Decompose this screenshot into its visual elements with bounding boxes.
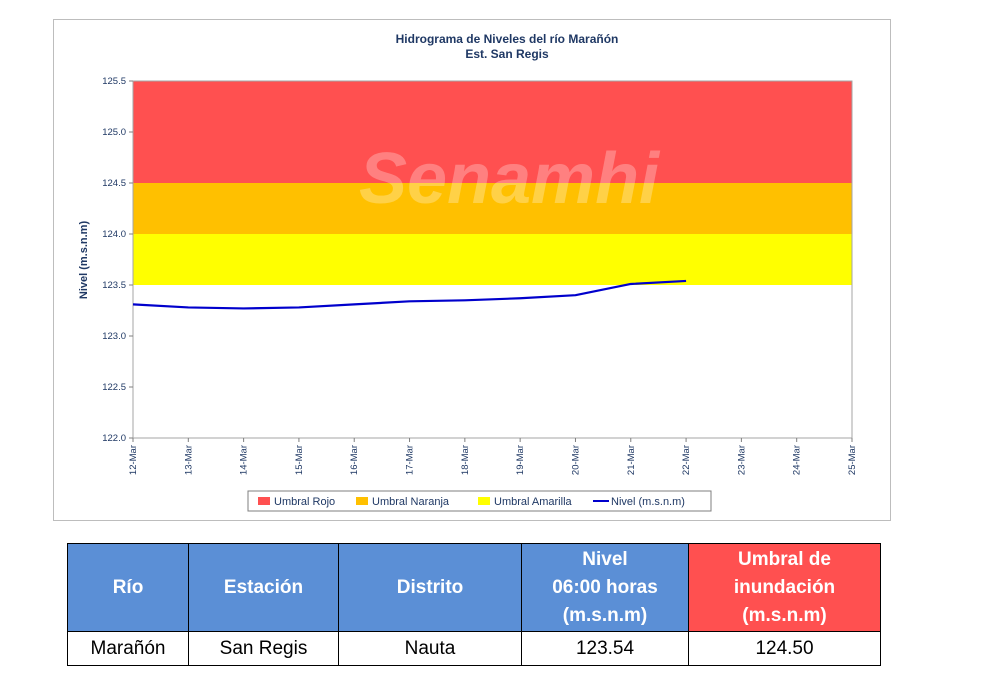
legend: Umbral Rojo Umbral Naranja Umbral Amarilla…	[247, 490, 712, 512]
header-nivel: Nivel 06:00 horas (m.s.n.m)	[521, 543, 689, 632]
plot-area	[132, 80, 853, 439]
legend-swatch	[356, 497, 368, 505]
x-tick-label: 16-Mar	[349, 445, 360, 475]
cell-distrito: Nauta	[338, 631, 522, 666]
legend-label: Umbral Rojo	[274, 496, 335, 508]
cell-estacion: San Regis	[188, 631, 339, 666]
header-distrito: Distrito	[338, 543, 522, 632]
series-line-nivel	[132, 279, 687, 310]
band-1	[133, 81, 852, 183]
threshold-bands	[133, 81, 852, 285]
y-tick-label: 123.5	[102, 280, 126, 291]
legend-label: Umbral Amarilla	[494, 496, 573, 508]
table-header-row: Río Estación Distrito Nivel 06:00 horas …	[67, 543, 881, 632]
cell-umbral: 124.50	[688, 631, 881, 666]
y-tick-label: 123.0	[102, 331, 126, 342]
y-tick-label: 125.5	[102, 76, 126, 87]
band-3	[133, 234, 852, 285]
x-tick-label: 24-Mar	[792, 445, 803, 475]
legend-label: Nivel (m.s.n.m)	[611, 496, 685, 508]
y-tick-label: 122.5	[102, 382, 126, 393]
cell-rio: Marañón	[67, 631, 189, 666]
table-row: Marañón San Regis Nauta 123.54 124.50	[67, 631, 881, 666]
y-tick-label: 125.0	[102, 127, 126, 138]
x-tick-label: 20-Mar	[570, 445, 581, 475]
y-tick-label: 122.0	[102, 433, 126, 444]
chart-subtitle: Est. San Regis	[465, 47, 549, 61]
x-tick-label: 25-Mar	[847, 445, 858, 475]
axes: 122.0 122.5 123.0 123.5 124.0 124.5 125.0 125.5…	[102, 76, 858, 475]
x-tick-label: 17-Mar	[405, 445, 416, 475]
header-estacion: Estación	[188, 543, 339, 632]
cell-nivel: 123.54	[521, 631, 689, 666]
x-tick-label: 14-Mar	[239, 445, 250, 475]
x-tick-label: 15-Mar	[294, 445, 305, 475]
legend-label: Umbral Naranja	[372, 496, 450, 508]
header-umbral: Umbral de inundación (m.s.n.m)	[688, 543, 881, 632]
chart-title: Hidrograma de Niveles del río Marañón	[396, 32, 619, 46]
hydrograph-chart: Senamhi 122.0122.5123.0123.5124.0124.512…	[78, 32, 858, 512]
x-tick-label: 13-Mar	[183, 445, 194, 475]
y-tick-label: 124.5	[102, 178, 126, 189]
station-info-table: Río Estación Distrito Nivel 06:00 horas …	[67, 543, 881, 666]
header-rio: Río	[67, 543, 189, 632]
x-tick-label: 18-Mar	[460, 445, 471, 475]
watermark: Senamhi	[359, 139, 661, 219]
series-layer	[132, 279, 687, 310]
x-tick-label: 23-Mar	[736, 445, 747, 475]
band-2	[133, 183, 852, 234]
y-tick-label: 124.0	[102, 229, 126, 240]
x-tick-label: 12-Mar	[128, 445, 139, 475]
y-axis-label: Nivel (m.s.n.m)	[78, 221, 90, 300]
x-tick-label: 22-Mar	[681, 445, 692, 475]
x-tick-label: 21-Mar	[626, 445, 637, 475]
legend-swatch	[478, 497, 490, 505]
x-tick-label: 19-Mar	[515, 445, 526, 475]
chart-container: Senamhi 122.0 122.5 123.0 123.5 124.0 124.5 12…	[53, 19, 891, 521]
legend-swatch	[258, 497, 270, 505]
